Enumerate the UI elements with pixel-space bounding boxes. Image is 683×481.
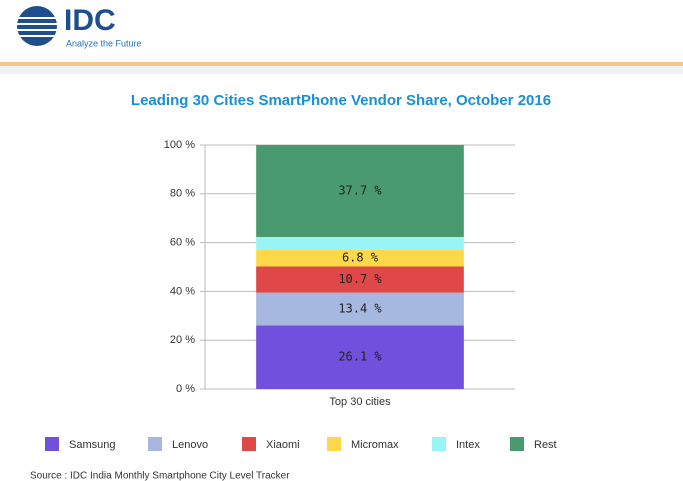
logo-globe: [17, 6, 57, 46]
legend-label: Xiaomi: [266, 439, 300, 451]
y-tick-label: 60 %: [170, 237, 195, 249]
bar-segment: [256, 266, 464, 293]
legend-label: Intex: [456, 439, 480, 451]
source: Source : IDC India Monthly Smartphone Ci…: [30, 471, 290, 481]
legend-label: Samsung: [69, 439, 115, 451]
legend-label: Lenovo: [172, 439, 208, 451]
bar-segment: [256, 325, 464, 389]
y-tick-label: 80 %: [170, 188, 195, 200]
legend-swatch: [148, 437, 162, 451]
value-label: 37.7 %: [338, 183, 382, 197]
logo-name: IDC: [64, 4, 116, 37]
y-tick-label: 40 %: [170, 285, 195, 297]
header-band: [0, 66, 683, 74]
value-label: 13.4 %: [338, 301, 382, 315]
bar-segment: [256, 292, 464, 326]
x-tick-label: Top 30 cities: [329, 396, 391, 408]
legend-label: Micromax: [351, 439, 399, 451]
header-rule: [0, 62, 683, 66]
legend-swatch: [242, 437, 256, 451]
chart-title: Leading 30 Cities SmartPhone Vendor Shar…: [131, 92, 551, 109]
y-tick-label: 0 %: [176, 383, 195, 395]
legend-label: Rest: [534, 439, 557, 451]
value-label: 6.8 %: [342, 251, 379, 265]
bar-segment: [256, 249, 464, 267]
logo-tagline: Analyze the Future: [66, 38, 142, 48]
value-label: 10.7 %: [338, 272, 382, 286]
legend-swatch: [510, 437, 524, 451]
value-label: 26.1 %: [338, 350, 382, 364]
y-tick-label: 100 %: [164, 139, 195, 151]
logo: IDC Analyze the Future: [17, 4, 142, 48]
bar-segment: [256, 236, 464, 250]
legend-swatch: [327, 437, 341, 451]
bar-segment: [256, 145, 464, 237]
legend-swatch: [432, 437, 446, 451]
y-tick-label: 20 %: [170, 334, 195, 346]
legend-swatch: [45, 437, 59, 451]
